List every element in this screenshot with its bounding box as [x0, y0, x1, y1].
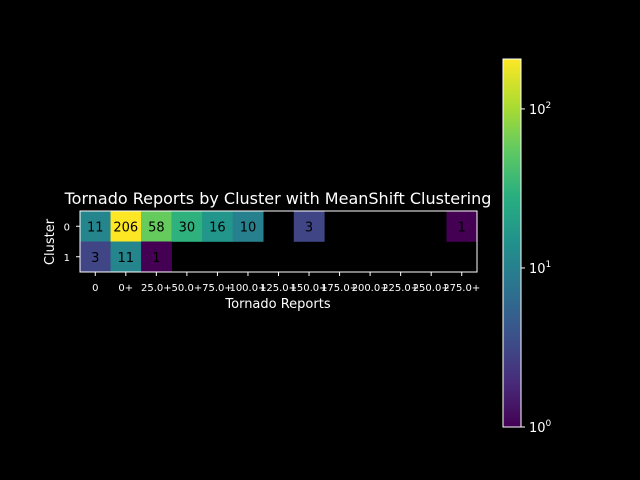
colorbar-tick-label: 100: [529, 419, 552, 436]
x-tick-label: 225.0+: [382, 283, 419, 294]
x-tick-label: 25.0+: [141, 283, 172, 294]
heatmap-cell: [80, 241, 111, 273]
colorbar-tick-label: 102: [529, 101, 551, 118]
x-tick-label: 100.0+: [229, 283, 266, 294]
cell-value-label: 3: [91, 251, 99, 266]
heatmap-cell-labels: 11 206 58 30 16 10 3 13 11 1: [87, 220, 466, 266]
x-tick-label: 0: [92, 283, 98, 294]
cell-value-label: 3: [305, 220, 313, 235]
heatmap-cell: [232, 211, 264, 242]
x-tick-label: 125.0+: [260, 283, 297, 294]
x-tick-label: 0+: [118, 283, 133, 294]
y-tick-label: 0: [64, 222, 70, 233]
heatmap-cell: [171, 211, 203, 242]
chart-title: Tornado Reports by Cluster with MeanShif…: [64, 189, 492, 208]
heatmap-cell: [80, 211, 111, 242]
y-axis-ticks: 01: [64, 222, 80, 264]
cell-value-label: 1: [152, 251, 160, 266]
cell-value-label: 10: [240, 220, 257, 235]
x-tick-label: 200.0+: [352, 283, 389, 294]
heatmap-cell: [293, 211, 325, 242]
heatmap-cell: [110, 211, 142, 242]
colorbar: 100 101 102: [502, 58, 552, 436]
x-tick-label: 275.0+: [443, 283, 480, 294]
heatmap-cells: [80, 211, 478, 273]
heatmap-cell: [141, 241, 172, 273]
cell-value-label: 11: [87, 220, 104, 235]
cell-value-label: 16: [209, 220, 226, 235]
cell-value-label: 1: [458, 220, 466, 235]
heatmap-cell: [110, 241, 142, 273]
y-axis-label: Cluster: [43, 218, 58, 265]
colorbar-tick-label: 101: [529, 260, 551, 277]
x-tick-label: 250.0+: [413, 283, 450, 294]
x-tick-label: 50.0+: [172, 283, 203, 294]
cell-value-label: 11: [118, 251, 135, 266]
cell-value-label: 58: [148, 220, 165, 235]
heatmap-cell: [141, 211, 172, 242]
colorbar-frame: [502, 58, 522, 428]
x-tick-label: 175.0+: [321, 283, 358, 294]
cell-value-label: 30: [179, 220, 196, 235]
colorbar-gradient: [503, 59, 521, 427]
y-tick-label: 1: [64, 253, 70, 264]
x-tick-label: 75.0+: [202, 283, 233, 294]
colorbar-ticks: 100 101 102: [521, 101, 552, 436]
heatmap-cell: [446, 211, 478, 242]
x-axis-ticks: 0 0+ 25.0+ 50.0+ 75.0+100.0+125.0+150.0+175.…: [92, 272, 480, 294]
heatmap-cell: [202, 211, 233, 242]
x-tick-label: 150.0+: [291, 283, 328, 294]
cell-value-label: 206: [113, 220, 138, 235]
x-axis-label: Tornado Reports: [224, 297, 330, 312]
